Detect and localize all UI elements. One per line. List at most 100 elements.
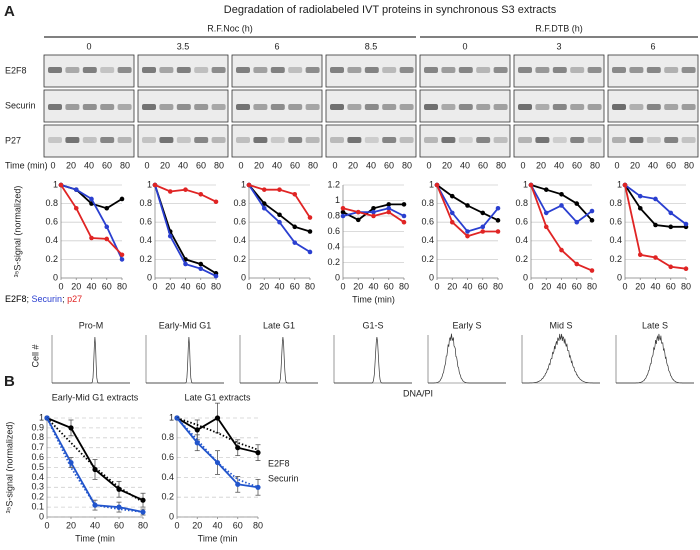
y-tick-label: 0.4 <box>327 241 340 251</box>
time-label: 60 <box>290 160 300 170</box>
data-point <box>183 187 188 192</box>
data-point <box>355 217 361 223</box>
data-point <box>355 209 361 215</box>
blot-band <box>288 67 303 73</box>
data-point <box>214 415 221 421</box>
blot-frame <box>43 124 135 158</box>
y-tick-label: 0.6 <box>139 217 152 227</box>
data-point <box>480 224 486 230</box>
x-tick-label: 20 <box>71 281 81 291</box>
blot-band <box>142 67 156 73</box>
x-tick-label: 60 <box>196 281 206 291</box>
data-point <box>653 255 658 260</box>
blot-band <box>570 137 585 143</box>
y-tick-label: 0 <box>169 511 174 521</box>
data-point <box>292 192 298 197</box>
blot-band <box>253 137 268 143</box>
y-tick-label: 1 <box>147 179 152 189</box>
data-point <box>683 221 689 227</box>
data-point <box>213 199 219 205</box>
time-title: Time (min) <box>5 160 48 170</box>
data-point <box>235 481 241 487</box>
blot-band <box>288 137 303 143</box>
data-point <box>167 189 173 194</box>
blot-band <box>211 137 226 143</box>
blot-band <box>681 104 696 110</box>
legend-entry: E2F8 <box>268 458 290 468</box>
y-tick-label: 1.2 <box>327 179 340 189</box>
blot-band <box>347 137 362 143</box>
flow-label: Mid S <box>549 320 572 330</box>
data-point <box>277 219 282 225</box>
legend-entry: E2F8 <box>5 294 27 304</box>
blot-band <box>100 67 115 73</box>
data-point <box>559 203 564 208</box>
time-label: 40 <box>178 160 188 170</box>
y-axis-label: ³⁵S-signal (normalized) <box>12 186 22 278</box>
fit-line <box>46 417 144 503</box>
y-tick-label: 0.2 <box>609 254 622 264</box>
data-point <box>386 202 392 207</box>
data-point <box>255 450 261 456</box>
y-tick-label: 0.6 <box>609 217 622 227</box>
flow-label: Early S <box>452 320 481 330</box>
legend-separator: ; <box>27 294 30 304</box>
flow-label: Early-Mid G1 <box>159 320 212 330</box>
blot-band <box>535 137 550 143</box>
x-tick-label: 80 <box>681 281 691 291</box>
y-tick-label: 0.6 <box>233 217 246 227</box>
blot-band <box>159 104 174 110</box>
time-label: 60 <box>384 160 394 170</box>
time-label: 0 <box>238 160 243 170</box>
data-point <box>277 212 282 218</box>
blot-band <box>587 137 602 143</box>
blot-band <box>48 137 62 143</box>
data-point <box>589 218 595 223</box>
blot-row-label: P27 <box>5 135 21 145</box>
y-tick-label: 0.6 <box>45 217 58 227</box>
flow-histogram <box>334 336 412 384</box>
panel-label: A <box>4 3 15 20</box>
blot-band <box>65 104 80 110</box>
data-point <box>683 266 689 272</box>
group-header: R.F.DTB (h) <box>535 23 583 33</box>
x-tick-label: 80 <box>587 281 597 291</box>
blot-band <box>476 67 491 73</box>
flow-label: Late S <box>642 320 668 330</box>
legend-entry: Securin <box>268 473 299 483</box>
data-point <box>528 182 534 188</box>
blot-band <box>476 104 491 110</box>
flow-label: Late G1 <box>263 320 295 330</box>
x-tick-label: 20 <box>66 520 76 530</box>
y-tick-label: 1 <box>617 179 622 189</box>
x-tick-label: 0 <box>246 281 251 291</box>
blot-band <box>117 104 132 110</box>
x-tick-label: 40 <box>274 281 284 291</box>
x-axis-label: Time (min <box>198 533 238 543</box>
time-label: 40 <box>460 160 470 170</box>
y-tick-label: 0 <box>429 272 434 282</box>
y-tick-label: 0.4 <box>515 235 528 245</box>
blot-band <box>82 137 97 143</box>
y-tick-label: 0.8 <box>327 210 340 220</box>
y-tick-label: 0.7 <box>31 442 44 452</box>
blot-band <box>458 67 473 73</box>
flow-histogram <box>146 336 224 384</box>
data-point <box>292 240 298 245</box>
x-tick-label: 80 <box>493 281 503 291</box>
data-point <box>371 213 376 219</box>
blot-band <box>159 67 174 73</box>
x-tick-label: 80 <box>117 281 127 291</box>
blot-band <box>399 137 414 143</box>
y-tick-label: 0.8 <box>421 198 434 208</box>
data-point <box>261 187 267 192</box>
x-tick-label: 60 <box>114 520 124 530</box>
blot-band <box>100 104 115 110</box>
data-point <box>371 209 376 215</box>
time-label: 80 <box>308 160 318 170</box>
x-tick-label: 0 <box>152 281 157 291</box>
data-point <box>119 196 125 202</box>
y-tick-label: 0.4 <box>31 472 44 482</box>
series-line <box>624 184 687 225</box>
